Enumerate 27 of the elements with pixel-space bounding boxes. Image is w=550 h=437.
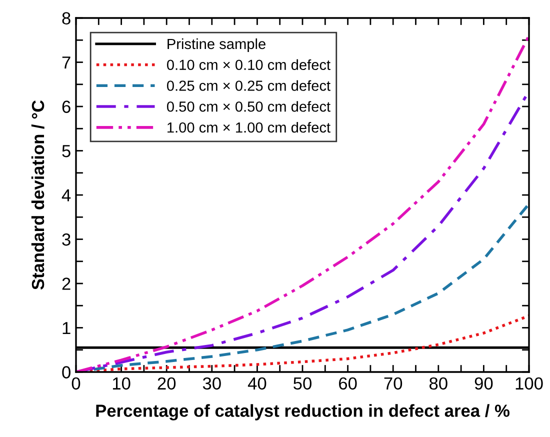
x-tick-label: 10 <box>112 377 130 390</box>
x-tick-label: 90 <box>474 377 493 390</box>
x-tick-label: 30 <box>202 377 221 390</box>
x-tick-label: 40 <box>248 377 266 390</box>
y-tick-label: 7 <box>62 56 70 69</box>
y-axis-title: Standard deviation / °C <box>31 100 44 290</box>
y-tick-label: 2 <box>62 278 70 290</box>
y-tick-label: 6 <box>62 100 70 113</box>
y-tick-label: 5 <box>62 145 70 158</box>
x-axis-title: Percentage of catalyst reduction in defect area / % <box>96 404 510 420</box>
legend-label: 0.25 cm × 0.25 cm defect <box>166 80 330 91</box>
y-tick-label: 4 <box>62 189 71 202</box>
y-tick-label: 8 <box>62 12 70 24</box>
legend-label: 0.50 cm × 0.50 cm defect <box>166 101 330 112</box>
x-tick-label: 50 <box>294 377 312 390</box>
x-tick-label: 100 <box>516 377 543 390</box>
legend-label: 0.10 cm × 0.10 cm defect <box>166 59 330 70</box>
x-tick-label: 70 <box>384 377 402 390</box>
x-tick-label: 60 <box>339 377 357 390</box>
legend-label: 1.00 cm × 1.00 cm defect <box>168 122 330 133</box>
y-tick-label: 0 <box>62 366 70 378</box>
x-tick-label: 80 <box>430 377 448 390</box>
x-tick-label: 20 <box>158 377 176 390</box>
x-tick-label: 0 <box>72 377 80 390</box>
y-tick-label: 3 <box>62 233 70 246</box>
legend-label: Pristine sample <box>168 38 266 52</box>
y-tick-label: 1 <box>62 322 70 334</box>
